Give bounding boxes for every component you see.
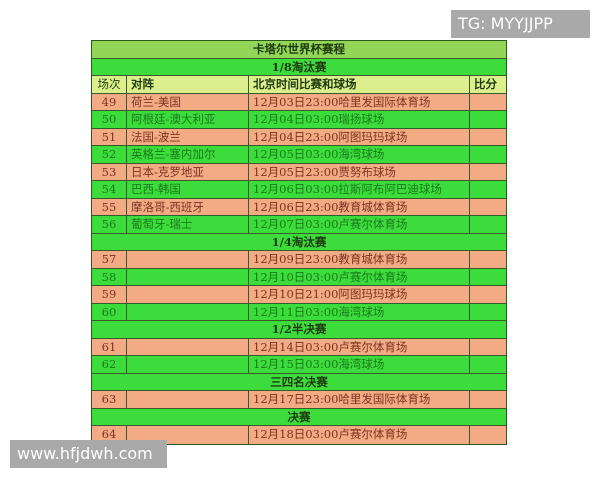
section-header: 1/8淘汰赛 bbox=[92, 58, 506, 76]
match-score bbox=[470, 286, 506, 303]
table-row: 58 12月10日03:00卢赛尔体育场 bbox=[92, 268, 506, 286]
match-time-venue: 12月04日23:00阿图玛玛球场 bbox=[249, 128, 470, 145]
match-score bbox=[470, 216, 506, 233]
match-number: 57 bbox=[92, 251, 127, 268]
match-score bbox=[470, 181, 506, 198]
watermark-url: www.hfjdwh.com bbox=[10, 440, 167, 468]
match-teams bbox=[127, 338, 249, 355]
match-teams: 日本-克罗地亚 bbox=[127, 163, 249, 180]
table-row: 54 巴西-韩国 12月06日03:00拉斯阿布阿巴迪球场 bbox=[92, 181, 506, 199]
match-time-venue: 12月10日03:00卢赛尔体育场 bbox=[249, 268, 470, 285]
table-row: 55 摩洛哥-西班牙 12月06日23:00教育城体育场 bbox=[92, 198, 506, 216]
table-title: 卡塔尔世界杯赛程 bbox=[92, 41, 506, 59]
table-row: 60 12月11日03:00海湾球场 bbox=[92, 303, 506, 321]
match-number: 63 bbox=[92, 391, 127, 408]
match-score bbox=[470, 146, 506, 163]
section-header: 三四名决赛 bbox=[92, 373, 506, 391]
table-row: 59 12月10日21:00阿图玛玛球场 bbox=[92, 286, 506, 304]
match-teams: 荷兰-美国 bbox=[127, 93, 249, 110]
match-time-venue: 12月18日03:00卢赛尔体育场 bbox=[249, 426, 470, 444]
match-teams bbox=[127, 251, 249, 268]
match-teams: 巴西-韩国 bbox=[127, 181, 249, 198]
match-time-venue: 12月05日23:00贾努布球场 bbox=[249, 163, 470, 180]
match-score bbox=[470, 426, 506, 444]
table-row: 63 12月17日23:00哈里发国际体育场 bbox=[92, 391, 506, 409]
match-teams bbox=[127, 356, 249, 373]
column-header-row: 场次 对阵 北京时间比赛和球场 比分 bbox=[92, 76, 506, 94]
match-time-venue: 12月03日23:00哈里发国际体育场 bbox=[249, 93, 470, 110]
watermark-tg: TG: MYYJJPP bbox=[451, 10, 590, 38]
match-teams: 法国-波兰 bbox=[127, 128, 249, 145]
match-time-venue: 12月06日03:00拉斯阿布阿巴迪球场 bbox=[249, 181, 470, 198]
table-row: 57 12月09日23:00教育城体育场 bbox=[92, 251, 506, 269]
match-number: 51 bbox=[92, 128, 127, 145]
section-header: 1/4淘汰赛 bbox=[92, 233, 506, 251]
match-score bbox=[470, 356, 506, 373]
match-time-venue: 12月14日03:00卢赛尔体育场 bbox=[249, 338, 470, 355]
match-score bbox=[470, 339, 506, 356]
col-score-header: 比分 bbox=[474, 77, 497, 91]
match-number: 52 bbox=[92, 146, 127, 163]
match-score bbox=[470, 164, 506, 181]
match-teams: 葡萄牙-瑞士 bbox=[127, 216, 249, 233]
match-teams bbox=[127, 426, 249, 444]
match-score bbox=[470, 391, 506, 408]
table-row: 64 12月18日03:00卢赛尔体育场 bbox=[92, 426, 506, 444]
match-number: 64 bbox=[92, 426, 127, 444]
match-score bbox=[470, 129, 506, 146]
col-time-venue-header: 北京时间比赛和球场 bbox=[249, 76, 470, 93]
match-time-venue: 12月07日03:00卢赛尔体育场 bbox=[249, 216, 470, 233]
match-number: 60 bbox=[92, 303, 127, 320]
col-match-header: 对阵 bbox=[127, 76, 249, 93]
match-time-venue: 12月10日21:00阿图玛玛球场 bbox=[249, 286, 470, 303]
table-row: 53 日本-克罗地亚 12月05日23:00贾努布球场 bbox=[92, 163, 506, 181]
match-score bbox=[470, 94, 506, 111]
match-teams: 阿根廷-澳大利亚 bbox=[127, 111, 249, 128]
table-row: 56 葡萄牙-瑞士 12月07日03:00卢赛尔体育场 bbox=[92, 216, 506, 234]
table-row: 52 英格兰-塞内加尔 12月05日03:00海湾球场 bbox=[92, 146, 506, 164]
match-time-venue: 12月09日23:00教育城体育场 bbox=[249, 251, 470, 268]
match-teams bbox=[127, 268, 249, 285]
match-teams: 摩洛哥-西班牙 bbox=[127, 198, 249, 215]
match-score bbox=[470, 269, 506, 286]
table-row: 50 阿根廷-澳大利亚 12月04日03:00瑞扬球场 bbox=[92, 111, 506, 129]
section-header: 1/2半决赛 bbox=[92, 321, 506, 339]
match-time-venue: 12月15日03:00海湾球场 bbox=[249, 356, 470, 373]
match-teams bbox=[127, 391, 249, 408]
match-number: 62 bbox=[92, 356, 127, 373]
match-score bbox=[470, 199, 506, 216]
match-number: 58 bbox=[92, 268, 127, 285]
match-number: 61 bbox=[92, 338, 127, 355]
match-number: 54 bbox=[92, 181, 127, 198]
match-teams bbox=[127, 286, 249, 303]
schedule-table: 卡塔尔世界杯赛程 1/8淘汰赛 场次 对阵 北京时间比赛和球场 比分 49 荷兰-美国 12月… bbox=[91, 40, 507, 445]
table-row: 61 12月14日03:00卢赛尔体育场 bbox=[92, 338, 506, 356]
section-header: 决赛 bbox=[92, 408, 506, 426]
match-time-venue: 12月17日23:00哈里发国际体育场 bbox=[249, 391, 470, 408]
table-row: 49 荷兰-美国 12月03日23:00哈里发国际体育场 bbox=[92, 93, 506, 111]
table-row: 62 12月15日03:00海湾球场 bbox=[92, 356, 506, 374]
match-time-venue: 12月04日03:00瑞扬球场 bbox=[249, 111, 470, 128]
match-number: 53 bbox=[92, 163, 127, 180]
match-score bbox=[470, 251, 506, 268]
match-score bbox=[470, 304, 506, 321]
match-score bbox=[470, 111, 506, 128]
match-number: 59 bbox=[92, 286, 127, 303]
match-teams: 英格兰-塞内加尔 bbox=[127, 146, 249, 163]
match-time-venue: 12月06日23:00教育城体育场 bbox=[249, 198, 470, 215]
col-no-header: 场次 bbox=[92, 76, 127, 93]
match-time-venue: 12月05日03:00海湾球场 bbox=[249, 146, 470, 163]
match-number: 49 bbox=[92, 93, 127, 110]
match-number: 55 bbox=[92, 198, 127, 215]
match-teams bbox=[127, 303, 249, 320]
match-number: 56 bbox=[92, 216, 127, 233]
match-time-venue: 12月11日03:00海湾球场 bbox=[249, 303, 470, 320]
match-number: 50 bbox=[92, 111, 127, 128]
table-row: 51 法国-波兰 12月04日23:00阿图玛玛球场 bbox=[92, 128, 506, 146]
